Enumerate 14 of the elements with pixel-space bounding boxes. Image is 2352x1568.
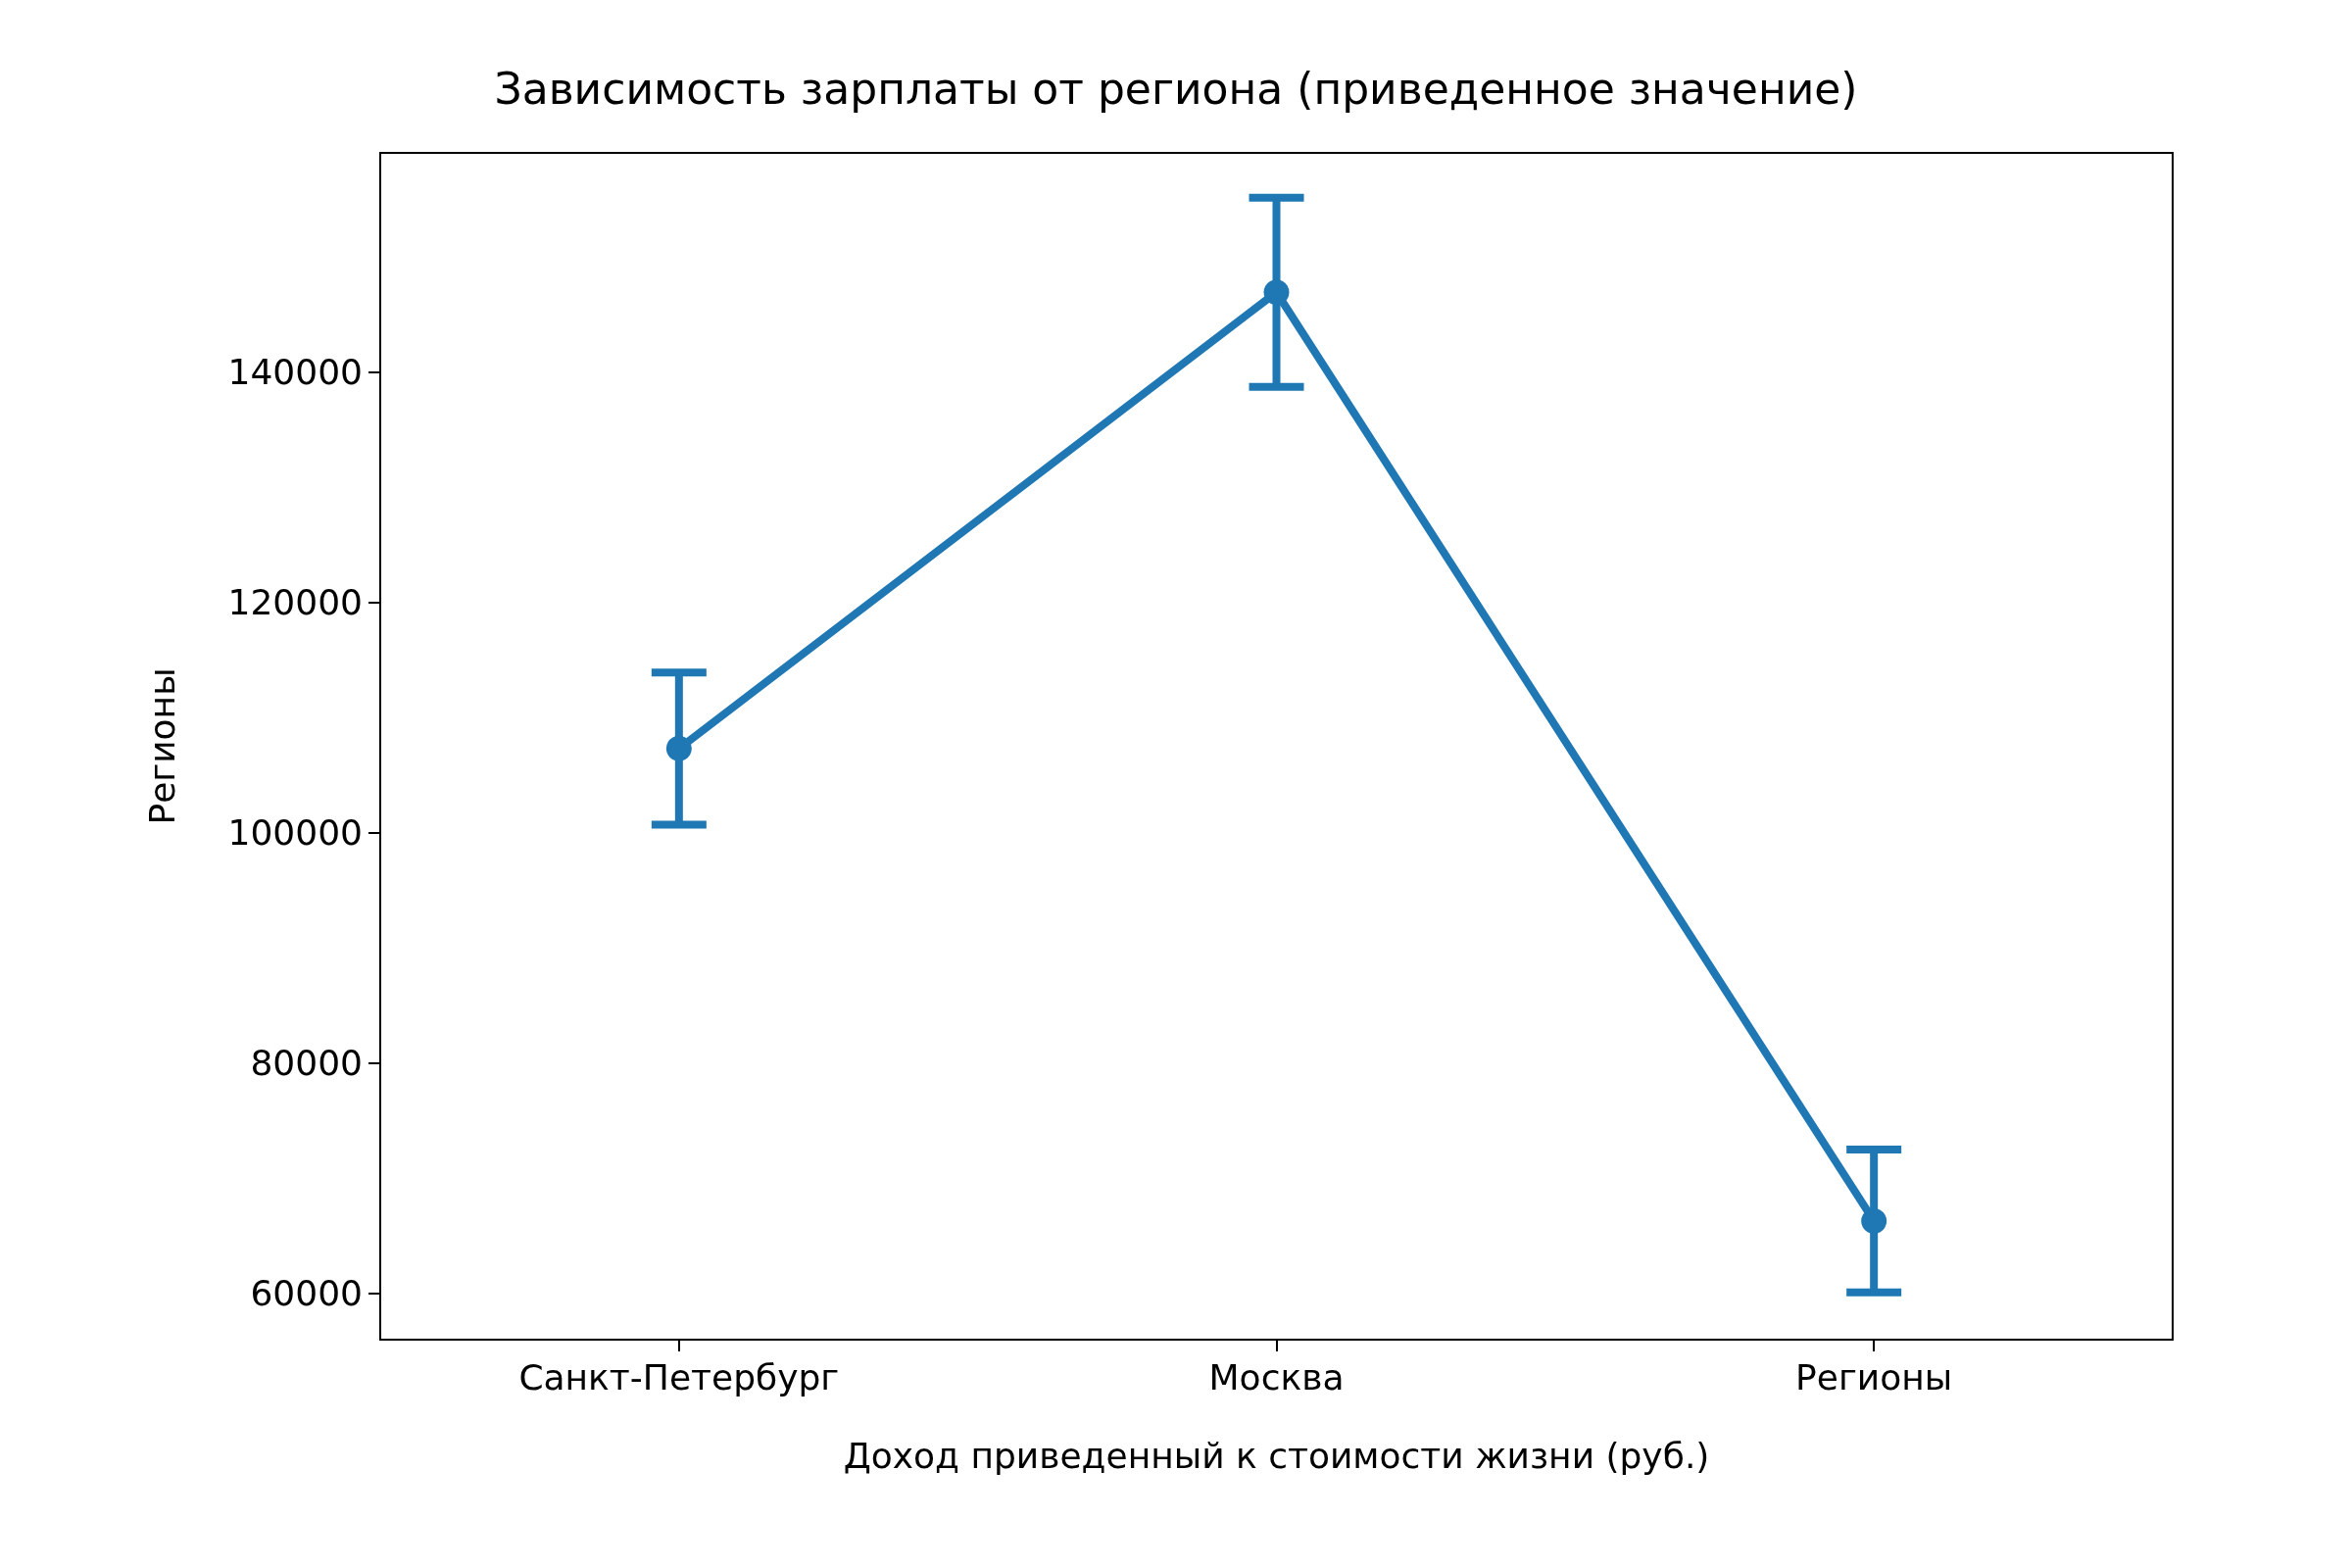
y-tick-label: 120000 [227, 582, 363, 623]
y-tick-label: 140000 [227, 351, 363, 392]
point [665, 735, 692, 761]
point [1861, 1207, 1887, 1234]
x-tick-label: Москва [1208, 1356, 1345, 1397]
x-tick-label: Регионы [1795, 1356, 1953, 1397]
y-axis-title: Регионы [141, 667, 182, 825]
point [1263, 279, 1290, 306]
chart-title: Зависимость зарплаты от региона (приведенное значение) [494, 63, 1858, 114]
y-tick-label: 100000 [227, 812, 363, 854]
y-tick-label: 60000 [250, 1273, 363, 1314]
x-tick-label: Санкт-Петербург [518, 1356, 840, 1397]
x-axis-title: Доход приведенный к стоимости жизни (руб.) [843, 1435, 1710, 1476]
y-tick-label: 80000 [250, 1043, 363, 1084]
